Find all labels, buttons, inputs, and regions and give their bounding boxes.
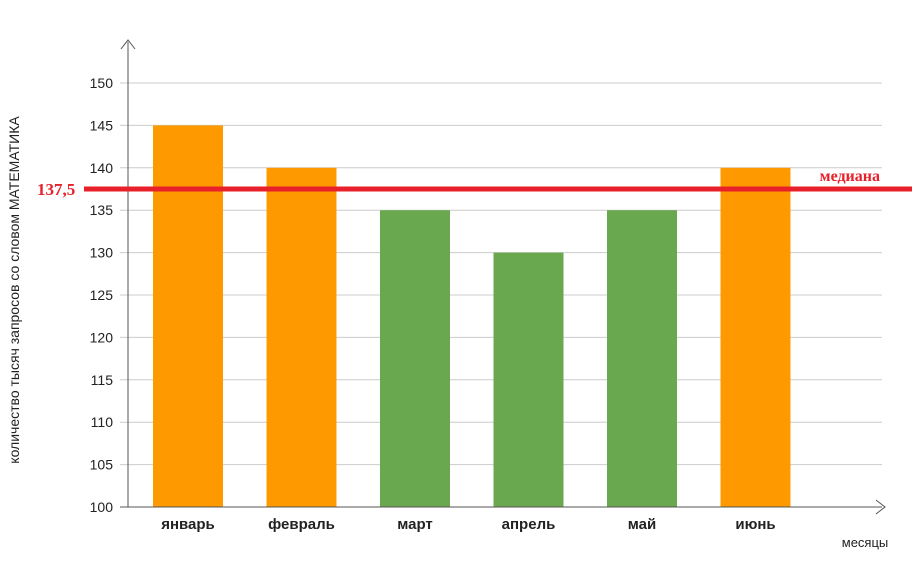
median-label: медиана: [820, 168, 880, 185]
y-tick-label: 135: [90, 202, 114, 218]
bars: [153, 125, 791, 508]
y-tick-labels: 100 105 110 115 120 125 130 135 140 145 150: [90, 75, 114, 515]
median-value-label: 137,5: [37, 180, 75, 199]
y-tick-label: 140: [90, 160, 114, 176]
bar-4: [493, 252, 564, 507]
y-tick-label: 130: [90, 245, 114, 261]
x-tick-label: январь: [161, 516, 215, 533]
x-tick-label: июнь: [735, 516, 775, 533]
bar-1: [153, 125, 223, 508]
x-tick-labels: январь февраль март апрель май июнь: [161, 516, 775, 533]
bar-3: [380, 210, 450, 507]
y-tick-label: 105: [90, 457, 114, 473]
y-tick-label: 110: [91, 414, 114, 430]
y-axis-arrow-icon: [120, 39, 136, 50]
x-axis-title: месяцы: [842, 535, 889, 550]
median-line-group: 137,5 медиана: [37, 168, 912, 199]
bar-2: [266, 167, 337, 508]
y-tick-label: 100: [90, 499, 114, 515]
y-tick-label: 115: [91, 372, 114, 388]
bar-5: [607, 210, 677, 507]
x-tick-label: апрель: [502, 516, 556, 533]
y-tick-label: 150: [90, 75, 114, 91]
x-tick-label: февраль: [268, 516, 335, 533]
x-tick-label: март: [397, 516, 433, 533]
y-tick-label: 120: [90, 329, 114, 345]
x-tick-label: май: [628, 516, 656, 533]
axes: [120, 39, 886, 515]
y-tick-label: 145: [90, 117, 114, 133]
bar-6: [720, 167, 791, 508]
y-tick-label: 125: [90, 287, 114, 303]
y-axis-title: количество тысяч запросов со словом МАТЕ…: [6, 116, 22, 464]
x-axis-arrow-icon: [875, 499, 886, 515]
